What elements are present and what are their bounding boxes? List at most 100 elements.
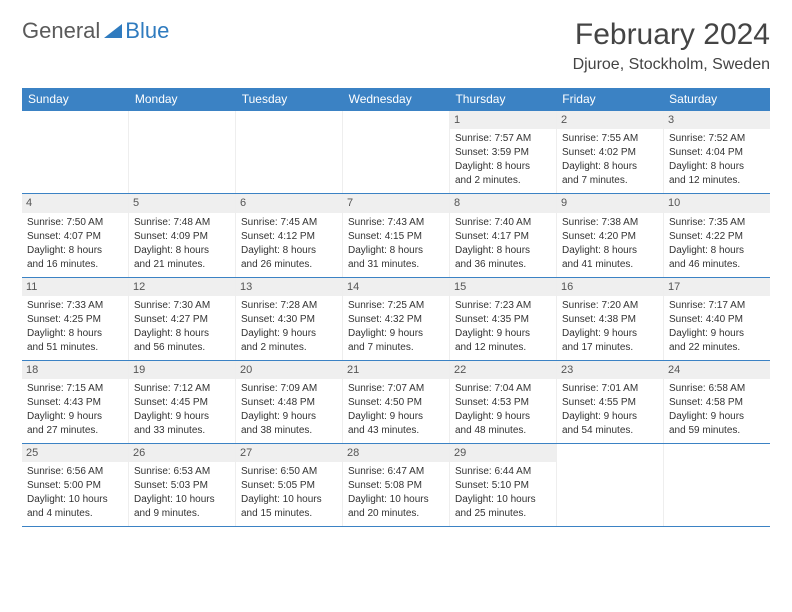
- day-info-line: Daylight: 8 hours: [27, 327, 123, 340]
- day-cell: 27Sunrise: 6:50 AMSunset: 5:05 PMDayligh…: [236, 444, 343, 526]
- day-info-line: and 56 minutes.: [134, 341, 230, 354]
- day-cell: 1Sunrise: 7:57 AMSunset: 3:59 PMDaylight…: [450, 111, 557, 193]
- day-info-line: and 41 minutes.: [562, 258, 658, 271]
- day-info-line: and 2 minutes.: [241, 341, 337, 354]
- day-cell: 2 Sunrise: 7:55 AMSunset: 4:02 PMDaylight…: [557, 111, 664, 193]
- day-number: 15: [450, 278, 556, 296]
- logo-text-2: Blue: [125, 18, 169, 44]
- day-info-line: Sunrise: 6:47 AM: [348, 465, 444, 478]
- day-info-line: Daylight: 10 hours: [27, 493, 123, 506]
- day-number: 6: [236, 194, 342, 212]
- day-info-line: Daylight: 8 hours: [562, 160, 658, 173]
- day-info-line: and 54 minutes.: [562, 424, 658, 437]
- day-info-line: and 46 minutes.: [669, 258, 765, 271]
- day-info-line: Sunset: 4:45 PM: [134, 396, 230, 409]
- day-cell: 9Sunrise: 7:38 AMSunset: 4:20 PMDaylight…: [557, 194, 664, 276]
- day-info-line: Daylight: 8 hours: [134, 327, 230, 340]
- day-number: 7: [343, 194, 449, 212]
- day-info-line: Sunset: 4:35 PM: [455, 313, 551, 326]
- day-info-line: Sunset: 4:09 PM: [134, 230, 230, 243]
- day-number: 4: [22, 194, 128, 212]
- day-info-line: Daylight: 8 hours: [134, 244, 230, 257]
- day-cell: 16Sunrise: 7:20 AMSunset: 4:38 PMDayligh…: [557, 278, 664, 360]
- day-cell: 17 Sunrise: 7:17 AMSunset: 4:40 PMDayligh…: [664, 278, 770, 360]
- day-info-line: Sunrise: 7:57 AM: [455, 132, 551, 145]
- day-info-line: Sunrise: 7:28 AM: [241, 299, 337, 312]
- day-info-line: and 2 minutes.: [455, 174, 551, 187]
- day-info-line: Daylight: 9 hours: [669, 327, 765, 340]
- day-info-line: Sunrise: 7:25 AM: [348, 299, 444, 312]
- day-number: 19: [129, 361, 235, 379]
- day-cell: 10Sunrise: 7:35 AMSunset: 4:22 PMDayligh…: [664, 194, 770, 276]
- day-info-line: Sunset: 4:12 PM: [241, 230, 337, 243]
- day-info-line: and 59 minutes.: [669, 424, 765, 437]
- day-info-line: Sunset: 4:40 PM: [669, 313, 765, 326]
- day-number: 17: [664, 278, 770, 296]
- day-cell: 22Sunrise: 7:04 AMSunset: 4:53 PMDayligh…: [450, 361, 557, 443]
- day-info-line: Daylight: 8 hours: [669, 244, 765, 257]
- day-info-line: Daylight: 9 hours: [562, 410, 658, 423]
- day-info-line: Sunrise: 7:30 AM: [134, 299, 230, 312]
- day-info-line: Sunrise: 7:48 AM: [134, 216, 230, 229]
- day-number: 2: [557, 111, 663, 129]
- day-info-line: Daylight: 8 hours: [669, 160, 765, 173]
- day-info-line: Sunrise: 7:33 AM: [27, 299, 123, 312]
- day-info-line: Sunset: 4:30 PM: [241, 313, 337, 326]
- day-number: 11: [22, 278, 128, 296]
- day-info-line: and 20 minutes.: [348, 507, 444, 520]
- day-info-line: Sunrise: 7:45 AM: [241, 216, 337, 229]
- day-info-line: Sunset: 4:58 PM: [669, 396, 765, 409]
- day-info-line: Daylight: 9 hours: [134, 410, 230, 423]
- day-cell: [129, 111, 236, 193]
- day-info-line: and 33 minutes.: [134, 424, 230, 437]
- day-info-line: and 31 minutes.: [348, 258, 444, 271]
- day-cell: 19Sunrise: 7:12 AMSunset: 4:45 PMDayligh…: [129, 361, 236, 443]
- day-header: Friday: [556, 88, 663, 110]
- day-info-line: and 4 minutes.: [27, 507, 123, 520]
- day-info-line: Daylight: 9 hours: [348, 327, 444, 340]
- day-number: 26: [129, 444, 235, 462]
- day-info-line: and 12 minutes.: [669, 174, 765, 187]
- day-header: Tuesday: [236, 88, 343, 110]
- day-info-line: Daylight: 10 hours: [455, 493, 551, 506]
- day-header-row: Sunday Monday Tuesday Wednesday Thursday…: [22, 88, 770, 110]
- day-number: 10: [664, 194, 770, 212]
- day-info-line: Sunrise: 7:09 AM: [241, 382, 337, 395]
- day-info-line: Daylight: 8 hours: [562, 244, 658, 257]
- day-number: 16: [557, 278, 663, 296]
- day-info-line: Sunrise: 6:50 AM: [241, 465, 337, 478]
- day-info-line: Daylight: 9 hours: [455, 327, 551, 340]
- day-info-line: Sunset: 5:03 PM: [134, 479, 230, 492]
- day-cell: 5Sunrise: 7:48 AMSunset: 4:09 PMDaylight…: [129, 194, 236, 276]
- day-info-line: and 38 minutes.: [241, 424, 337, 437]
- day-cell: 13Sunrise: 7:28 AMSunset: 4:30 PMDayligh…: [236, 278, 343, 360]
- day-info-line: Sunrise: 7:17 AM: [669, 299, 765, 312]
- day-number: 8: [450, 194, 556, 212]
- day-number: 14: [343, 278, 449, 296]
- day-header: Saturday: [663, 88, 770, 110]
- day-info-line: Sunset: 4:02 PM: [562, 146, 658, 159]
- day-cell: 24Sunrise: 6:58 AMSunset: 4:58 PMDayligh…: [664, 361, 770, 443]
- day-info-line: Sunrise: 6:58 AM: [669, 382, 765, 395]
- day-info-line: Sunset: 4:25 PM: [27, 313, 123, 326]
- day-info-line: and 9 minutes.: [134, 507, 230, 520]
- day-info-line: Sunrise: 7:23 AM: [455, 299, 551, 312]
- calendar-body: 1Sunrise: 7:57 AMSunset: 3:59 PMDaylight…: [22, 110, 770, 527]
- day-info-line: and 26 minutes.: [241, 258, 337, 271]
- day-info-line: Sunrise: 7:55 AM: [562, 132, 658, 145]
- day-info-line: Sunrise: 7:43 AM: [348, 216, 444, 229]
- day-info-line: and 43 minutes.: [348, 424, 444, 437]
- day-cell: [557, 444, 664, 526]
- week-row: 25Sunrise: 6:56 AMSunset: 5:00 PMDayligh…: [22, 443, 770, 527]
- day-info-line: Sunset: 3:59 PM: [455, 146, 551, 159]
- day-number: 18: [22, 361, 128, 379]
- day-info-line: and 21 minutes.: [134, 258, 230, 271]
- day-cell: 23Sunrise: 7:01 AMSunset: 4:55 PMDayligh…: [557, 361, 664, 443]
- day-info-line: Sunset: 4:27 PM: [134, 313, 230, 326]
- day-cell: 12Sunrise: 7:30 AMSunset: 4:27 PMDayligh…: [129, 278, 236, 360]
- day-info-line: Sunrise: 6:44 AM: [455, 465, 551, 478]
- day-info-line: and 16 minutes.: [27, 258, 123, 271]
- day-number: 28: [343, 444, 449, 462]
- day-info-line: Sunrise: 6:56 AM: [27, 465, 123, 478]
- day-info-line: Daylight: 8 hours: [27, 244, 123, 257]
